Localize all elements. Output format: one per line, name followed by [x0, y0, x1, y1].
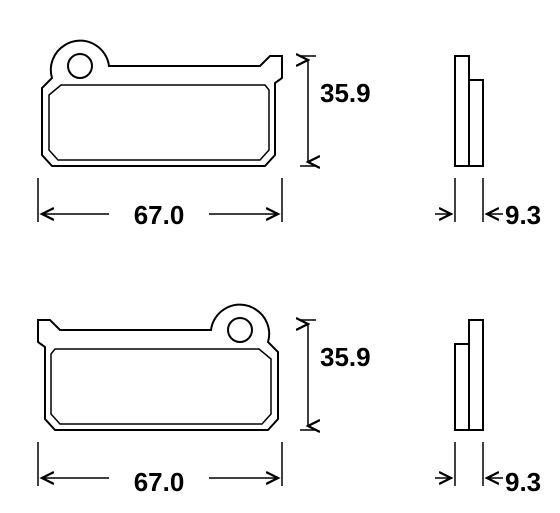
pad-top-hole: [68, 54, 92, 78]
bottom-thickness-label: 9.3: [505, 467, 541, 498]
pad-bottom: [38, 305, 503, 486]
pad-bottom-profile: [435, 320, 503, 486]
top-thickness-label: 9.3: [505, 200, 541, 231]
pad-top-profile: [435, 56, 503, 222]
bottom-height-label: 35.9: [320, 342, 371, 373]
bottom-width-label: 67.0: [109, 467, 209, 498]
brake-pad-diagram: 35.9 67.0 9.3 35.9 67.0 9.3: [0, 0, 560, 513]
pad-top: [38, 41, 503, 222]
pad-bottom-hole: [228, 318, 252, 342]
diagram-svg: [0, 0, 560, 513]
top-height-label: 35.9: [320, 78, 371, 109]
top-width-label: 67.0: [109, 200, 209, 231]
